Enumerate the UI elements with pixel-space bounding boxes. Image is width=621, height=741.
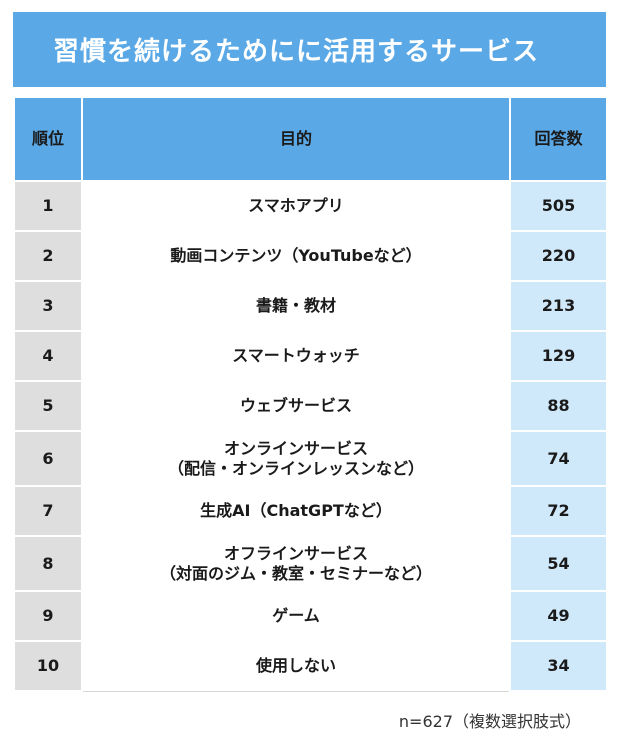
table-row: 2 動画コンテンツ（YouTubeなど） 220 <box>13 230 608 282</box>
purpose-line1: 動画コンテンツ（YouTubeなど） <box>170 246 422 265</box>
purpose-cell: スマホアプリ <box>81 180 511 232</box>
count-cell: 505 <box>509 180 608 232</box>
purpose-cell: スマートウォッチ <box>81 330 511 382</box>
chart-title: 習慣を続けるためにに活用するサービス <box>13 12 606 87</box>
rank-cell: 2 <box>13 230 83 282</box>
purpose-cell: 生成AI（ChatGPTなど） <box>81 485 511 537</box>
purpose-line1: 書籍・教材 <box>255 296 336 315</box>
count-cell: 74 <box>509 430 608 487</box>
rank-cell: 1 <box>13 180 83 232</box>
purpose-cell: ウェブサービス <box>81 380 511 432</box>
header-rank: 順位 <box>13 96 83 182</box>
rank-cell: 9 <box>13 590 83 642</box>
purpose-line1: ゲーム <box>272 606 320 625</box>
count-cell: 54 <box>509 535 608 592</box>
ranking-table: 順位 目的 回答数 1 スマホアプリ 505 2 動画コンテンツ（YouTube… <box>13 96 608 692</box>
rank-cell: 8 <box>13 535 83 592</box>
table-row: 8 オフラインサービス （対面のジム・教室・セミナーなど） 54 <box>13 535 608 592</box>
count-cell: 72 <box>509 485 608 537</box>
purpose-cell: 使用しない <box>81 640 511 692</box>
purpose-line1: ウェブサービス <box>239 396 352 415</box>
purpose-cell: 動画コンテンツ（YouTubeなど） <box>81 230 511 282</box>
table-row: 1 スマホアプリ 505 <box>13 180 608 232</box>
count-cell: 129 <box>509 330 608 382</box>
table-row: 10 使用しない 34 <box>13 640 608 692</box>
table-header-row: 順位 目的 回答数 <box>13 96 608 182</box>
purpose-cell: オフラインサービス （対面のジム・教室・セミナーなど） <box>81 535 511 592</box>
purpose-line1: 使用しない <box>255 656 336 676</box>
header-purpose: 目的 <box>81 96 511 182</box>
count-cell: 220 <box>509 230 608 282</box>
purpose-cell: 書籍・教材 <box>81 280 511 332</box>
count-cell: 213 <box>509 280 608 332</box>
purpose-line1: オンラインサービス <box>223 438 368 458</box>
rank-cell: 4 <box>13 330 83 382</box>
purpose-cell: オンラインサービス （配信・オンラインレッスンなど） <box>81 430 511 487</box>
rank-cell: 5 <box>13 380 83 432</box>
rank-cell: 3 <box>13 280 83 332</box>
table-row: 9 ゲーム 49 <box>13 590 608 642</box>
header-count: 回答数 <box>509 96 608 182</box>
rank-cell: 10 <box>13 640 83 692</box>
purpose-line2: （対面のジム・教室・セミナーなど） <box>159 563 432 583</box>
count-cell: 34 <box>509 640 608 692</box>
table-row: 3 書籍・教材 213 <box>13 280 608 332</box>
purpose-cell: ゲーム <box>81 590 511 642</box>
purpose-line2: （配信・オンラインレッスンなど） <box>167 458 424 478</box>
rank-cell: 7 <box>13 485 83 537</box>
purpose-line1: スマートウォッチ <box>232 346 360 365</box>
sample-size-note: n=627（複数選択肢式） <box>398 712 581 731</box>
count-cell: 49 <box>509 590 608 642</box>
table-row: 7 生成AI（ChatGPTなど） 72 <box>13 485 608 537</box>
rank-cell: 6 <box>13 430 83 487</box>
table-row: 6 オンラインサービス （配信・オンラインレッスンなど） 74 <box>13 430 608 487</box>
count-cell: 88 <box>509 380 608 432</box>
table-row: 4 スマートウォッチ 129 <box>13 330 608 382</box>
purpose-line1: 生成AI（ChatGPTなど） <box>200 501 392 520</box>
table-row: 5 ウェブサービス 88 <box>13 380 608 432</box>
purpose-line1: オフラインサービス <box>223 543 368 563</box>
purpose-line1: スマホアプリ <box>248 196 344 215</box>
